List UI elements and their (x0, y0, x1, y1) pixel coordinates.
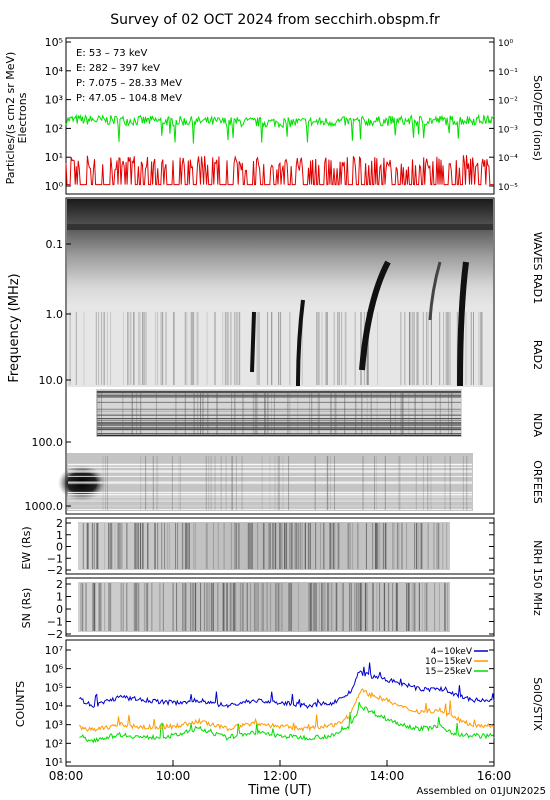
epd-left-tick-3: 10³ (45, 94, 63, 107)
stix-ylabel: COUNTS (14, 681, 27, 727)
spectrogram-tick-1: 1.0 (46, 308, 64, 321)
stix-tick-1: 10² (45, 737, 63, 750)
stix-tick-0: 10¹ (45, 756, 63, 769)
stix-series-line-2 (79, 701, 495, 744)
stix-ticks: 10¹ 10² 10³ 10⁴ 10⁵ 10⁶ 10⁷ (45, 644, 494, 769)
epd-legend-2: P: 7.075 – 28.33 MeV (76, 78, 182, 89)
nrh-ew-tick-1: 1 (56, 529, 63, 542)
stix-tick-4: 10⁵ (45, 681, 63, 694)
spectrogram-tick-4: 1000.0 (25, 500, 64, 513)
x-axis-label: Time (UT) (247, 783, 312, 798)
burst-3 (359, 260, 391, 371)
rad2-streaks (69, 312, 483, 385)
epd-left-tick-1: 10¹ (45, 151, 63, 164)
instrument-nda: NDA (531, 413, 544, 438)
epd-left-tick-5: 10⁵ (45, 36, 63, 49)
spectrogram-ticks: 0.1 1.0 10.0 100.0 1000.0 (25, 238, 71, 513)
stix-panel: 10¹ 10² 10³ 10⁴ 10⁵ 10⁶ 10⁷ 4−10keV 10−15keV 1… (14, 639, 544, 769)
burst-1 (250, 311, 256, 373)
burst-2 (296, 299, 305, 387)
epd-right-tick-1: 10⁻⁴ (498, 154, 518, 164)
waves-band (67, 199, 493, 309)
orfees-streaks (68, 456, 472, 510)
epd-right-tick-5: 10⁰ (498, 39, 513, 49)
nrh-sn-tick-4: −2 (47, 628, 63, 641)
epd-series-line-0 (65, 113, 495, 144)
epd-ylabel-left2: Electrons (16, 92, 29, 143)
stix-series (79, 662, 495, 744)
spectrogram-tick-0: 0.1 (46, 238, 64, 251)
nrh-ew-streaks (82, 523, 448, 569)
x-tick-4: 16:00 (477, 769, 512, 783)
stix-tick-5: 10⁶ (45, 663, 64, 676)
nrh-sn-streaks (80, 583, 449, 631)
instrument-orfees: ORFEES (531, 460, 544, 504)
nrh-sn-ticks: 210−1−2 (47, 578, 494, 641)
nrh-ew-panel: 210−1−2 EW (Rs) (20, 517, 495, 577)
epd-legend-3: P: 47.05 – 104.8 MeV (76, 93, 182, 104)
nrh-ew-tick-4: −2 (47, 564, 63, 577)
epd-left-ticks: 10⁰ 10¹ 10² 10³ 10⁴ 10⁵ (45, 36, 494, 193)
epd-right-ticks: 10⁻⁵ 10⁻⁴ 10⁻³ 10⁻² 10⁻¹ 10⁰ (498, 39, 518, 193)
nrh-sn-tick-3: −1 (47, 616, 63, 629)
x-tick-0: 08:00 (49, 769, 84, 783)
epd-left-tick-0: 10⁰ (45, 180, 64, 193)
epd-ylabel-right: SolO/EPD (ions) (531, 75, 544, 161)
stix-tick-3: 10⁴ (45, 700, 64, 713)
epd-ylabel-left: Particles/(s cm2 sr MeV) (4, 52, 17, 185)
stix-tick-2: 10³ (45, 719, 63, 732)
nrh-sn-label: SN (Rs) (20, 588, 33, 629)
rad2-band (67, 309, 493, 387)
nda-streaks (96, 390, 461, 437)
spectrogram-panel: 0.1 1.0 10.0 100.0 1000.0 Frequency (MHz) WA… (7, 197, 544, 515)
stix-series-line-0 (79, 662, 495, 709)
spectrogram-tick-2: 10.0 (39, 374, 64, 387)
spectrogram-ylabel: Frequency (MHz) (7, 273, 22, 382)
instrument-rad2: RAD2 (531, 340, 544, 370)
instrument-waves: WAVES RAD1 (531, 232, 544, 304)
burst-4 (457, 261, 469, 387)
epd-right-tick-4: 10⁻¹ (498, 68, 518, 78)
epd-series (65, 113, 495, 186)
nrh-sn-tick-0: 2 (56, 578, 63, 591)
nrh-ew-ticks: 210−1−2 (47, 517, 494, 577)
epd-right-tick-3: 10⁻² (498, 97, 518, 107)
nrh-ew-tick-3: −1 (47, 552, 63, 565)
epd-legend-0: E: 53 – 73 keV (76, 48, 147, 59)
nrh-ew-tick-2: 0 (56, 541, 63, 554)
stix-series-line-1 (79, 688, 494, 733)
x-tick-3: 14:00 (370, 769, 405, 783)
stix-legend-0: 4−10keV (431, 647, 473, 657)
epd-left-tick-2: 10² (45, 122, 63, 135)
nrh-ew-label: EW (Rs) (20, 526, 33, 569)
nrh-sn-tick-1: 1 (56, 591, 63, 604)
nrh-ew-tick-0: 2 (56, 517, 63, 530)
epd-right-tick-0: 10⁻⁵ (498, 183, 518, 193)
spectrogram-tick-3: 100.0 (32, 436, 64, 449)
chart-title: Survey of 02 OCT 2024 from secchirh.obsp… (110, 12, 440, 28)
x-tick-2: 12:00 (263, 769, 298, 783)
nrh-sn-panel: 210−1−2 SN (Rs) NRH 150 MHz (20, 540, 544, 641)
x-tick-1: 10:00 (156, 769, 191, 783)
epd-series-line-1 (65, 154, 494, 186)
epd-right-tick-2: 10⁻³ (498, 125, 518, 135)
nrh-sn-tick-2: 0 (56, 603, 63, 616)
stix-instrument: SolO/STIX (531, 677, 544, 731)
epd-left-tick-4: 10⁴ (45, 65, 64, 78)
footer-assembled: Assembled on 01JUN2025 (416, 786, 546, 797)
stix-legend-1: 10−15keV (425, 657, 473, 667)
nrh-instrument-label: NRH 150 MHz (531, 540, 544, 616)
x-axis-ticks: 08:00 10:00 12:00 14:00 16:00 (49, 760, 512, 783)
epd-legend-1: E: 282 – 397 keV (76, 63, 160, 74)
stix-legend-2: 15−25keV (425, 667, 473, 677)
stix-tick-6: 10⁷ (45, 644, 63, 657)
